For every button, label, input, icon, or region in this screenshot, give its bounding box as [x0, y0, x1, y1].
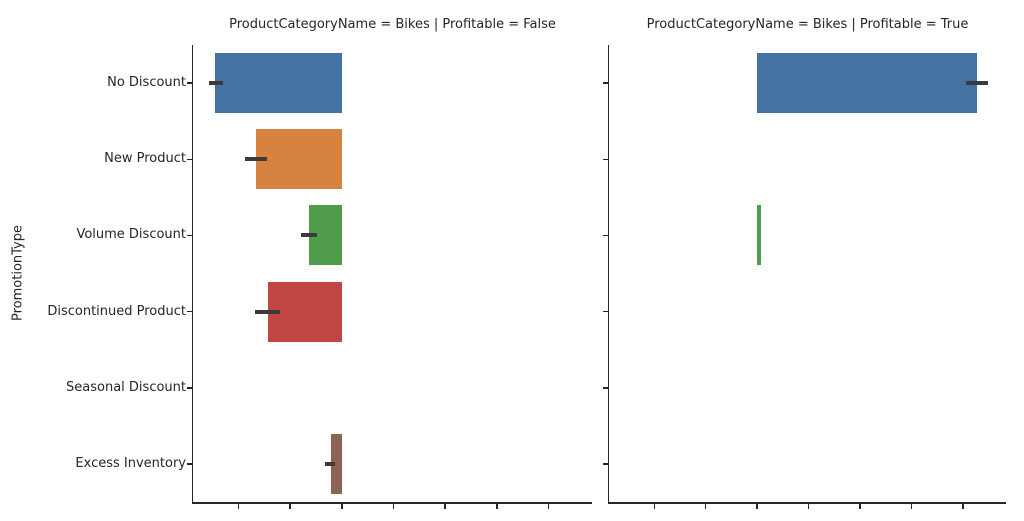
error-bar-new-product — [244, 157, 267, 162]
error-bar-no-discount — [209, 81, 223, 86]
y-tick-label-no-discount: No Discount — [107, 75, 186, 91]
left-spine — [607, 45, 609, 504]
bar-discontinued-product — [267, 281, 342, 342]
x-tick — [444, 503, 446, 509]
x-tick — [910, 503, 913, 509]
y-tick — [602, 158, 608, 160]
x-tick — [653, 503, 655, 509]
y-tick — [602, 463, 608, 465]
y-tick — [602, 82, 608, 84]
error-bar-excess-inventory — [324, 461, 335, 466]
bar-volume-discount — [757, 205, 761, 266]
facet-title-profitable-true: ProductCategoryName = Bikes | Profitable… — [646, 17, 969, 32]
left-spine — [191, 45, 193, 504]
bottom-spine — [191, 502, 592, 504]
error-bar-discontinued-product — [255, 309, 280, 314]
y-tick — [186, 463, 192, 465]
y-tick — [186, 158, 192, 160]
x-tick — [962, 503, 964, 509]
x-tick — [756, 503, 758, 509]
y-tick — [186, 310, 192, 313]
y-tick-label-discontinued-product: Discontinued Product — [47, 303, 186, 319]
x-tick — [547, 503, 550, 509]
y-tick — [602, 387, 608, 389]
y-tick-label-volume-discount: Volume Discount — [76, 227, 186, 243]
x-tick — [496, 503, 498, 509]
bar-excess-inventory — [330, 433, 342, 494]
y-tick-label-excess-inventory: Excess Inventory — [75, 455, 186, 471]
y-tick — [186, 234, 192, 237]
x-tick — [704, 503, 707, 509]
x-tick — [341, 503, 343, 509]
x-tick — [289, 503, 291, 509]
error-bar-volume-discount — [301, 233, 318, 238]
y-tick-label-new-product: New Product — [104, 151, 186, 167]
error-bar-no-discount — [965, 81, 988, 86]
x-tick — [807, 503, 810, 509]
x-tick — [392, 503, 395, 509]
bottom-spine — [607, 502, 1006, 504]
bar-no-discount — [757, 53, 978, 114]
x-tick — [237, 503, 240, 509]
y-tick — [186, 82, 192, 84]
y-tick — [602, 310, 608, 313]
x-tick — [859, 503, 861, 509]
facet-title-profitable-false: ProductCategoryName = Bikes | Profitable… — [229, 17, 556, 32]
bar-no-discount — [214, 53, 342, 114]
y-tick-label-seasonal-discount: Seasonal Discount — [66, 379, 186, 395]
bar-new-product — [256, 129, 342, 190]
y-tick — [186, 387, 192, 389]
y-tick — [602, 234, 608, 237]
